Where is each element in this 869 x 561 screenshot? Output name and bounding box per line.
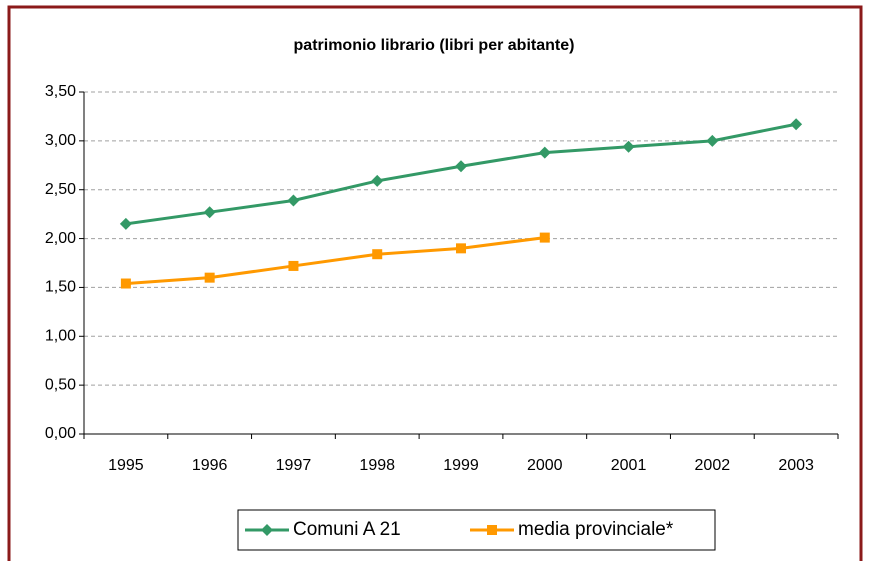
legend-label: media provinciale* [518, 519, 674, 540]
marker [372, 249, 383, 260]
series-line [125, 236, 545, 286]
marker [538, 146, 551, 159]
marker [622, 140, 635, 153]
series-line [125, 122, 797, 226]
chart-title: patrimonio librario (libri per abitante) [294, 37, 575, 54]
x-tick-label: 1997 [276, 457, 312, 474]
marker [287, 194, 300, 207]
x-tick-label: 2002 [695, 457, 731, 474]
y-tick-label: 3,00 [45, 132, 76, 149]
y-tick-label: 3,50 [45, 83, 76, 100]
marker [203, 206, 216, 219]
legend-marker [487, 525, 497, 535]
x-tick-label: 1995 [108, 457, 144, 474]
y-tick-label: 0,00 [45, 425, 76, 442]
marker [204, 272, 215, 283]
marker [371, 174, 384, 187]
marker [706, 134, 719, 147]
x-tick-label: 1998 [359, 457, 395, 474]
marker [119, 217, 132, 230]
y-tick-label: 1,00 [45, 328, 76, 345]
marker [120, 278, 131, 289]
legend-label: Comuni A 21 [293, 519, 401, 540]
legend-marker [261, 524, 273, 536]
marker [288, 260, 299, 271]
frame [7, 5, 863, 561]
y-tick-label: 2,00 [45, 230, 76, 247]
x-tick-label: 1999 [443, 457, 479, 474]
x-tick-label: 2000 [527, 457, 563, 474]
x-tick-label: 2001 [611, 457, 647, 474]
y-tick-label: 0,50 [45, 376, 76, 393]
marker [790, 118, 803, 131]
marker [455, 160, 467, 173]
y-tick-label: 2,50 [45, 181, 76, 198]
marker [456, 243, 466, 254]
x-tick-label: 2003 [778, 457, 814, 474]
x-tick-label: 1996 [192, 457, 228, 474]
y-tick-label: 1,50 [45, 279, 76, 296]
marker [539, 232, 550, 243]
